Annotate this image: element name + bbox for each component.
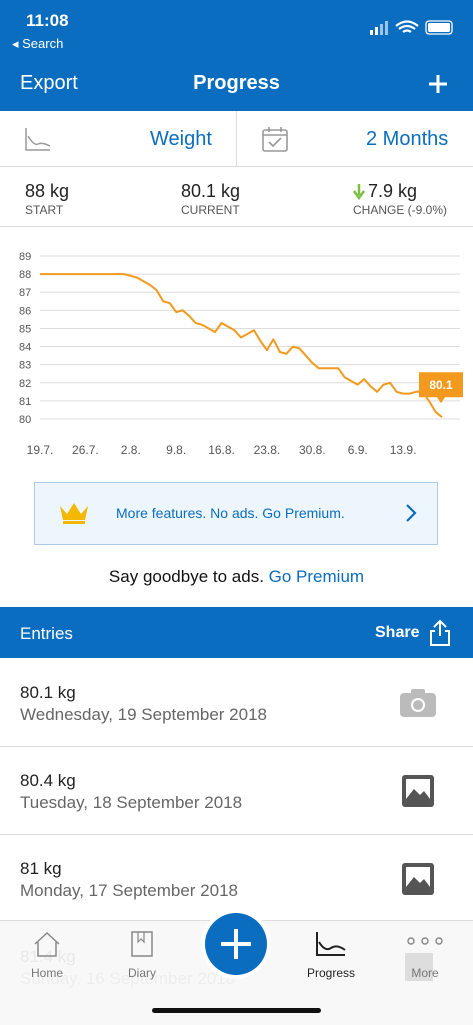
share-button[interactable]: Share xyxy=(375,624,420,641)
y-tick-label: 85 xyxy=(19,323,31,335)
entry-row[interactable]: 80.1 kg Wednesday, 19 September 2018 xyxy=(0,658,473,747)
entry-weight: 80.1 kg xyxy=(20,683,76,702)
y-tick-label: 88 xyxy=(19,269,31,281)
promo: Say goodbye to ads. Go Premium xyxy=(0,567,473,587)
x-tick-label: 30.8. xyxy=(299,443,326,457)
x-tick-label: 23.8. xyxy=(254,443,281,457)
chart: 80 81 82 83 84 85 86 87 88 89 19.7. 26.7. 2.8. 9.8. 16… xyxy=(19,251,463,457)
entry-date: Monday, 17 September 2018 xyxy=(20,881,238,900)
weight-line xyxy=(40,273,443,418)
x-tick-label: 19.7. xyxy=(27,443,54,457)
entry-weight: 80.4 kg xyxy=(20,771,76,790)
home-icon xyxy=(34,931,60,957)
current-callout: 80.1 xyxy=(419,372,463,404)
stat-label: CURRENT xyxy=(181,203,240,217)
entry-date: Tuesday, 18 September 2018 xyxy=(20,793,243,812)
period-selector[interactable]: 2 Months xyxy=(366,128,449,150)
callout-box xyxy=(419,372,463,404)
divider xyxy=(236,111,237,166)
entry-date: Wednesday, 19 September 2018 xyxy=(20,705,267,724)
promo-text: Say goodbye to ads. xyxy=(108,567,269,586)
tab-diary[interactable]: Diary xyxy=(127,966,156,980)
crown-icon xyxy=(60,503,88,524)
down-arrow xyxy=(352,184,366,201)
share-icon[interactable] xyxy=(428,619,452,647)
stat-label: CHANGE (-9.0%) xyxy=(353,203,448,217)
nav-title: Progress xyxy=(193,72,280,94)
diary-icon xyxy=(131,931,153,957)
y-tick-label: 83 xyxy=(19,360,31,372)
more-icon xyxy=(405,937,443,981)
x-tick-label: 26.7. xyxy=(72,443,99,457)
tab-more[interactable]: More xyxy=(411,966,439,980)
x-tick-label: 16.8. xyxy=(208,443,235,457)
tab-progress[interactable]: Progress xyxy=(306,966,356,980)
y-tick-label: 82 xyxy=(19,378,31,390)
photo-icon xyxy=(402,863,434,895)
home-indicator xyxy=(152,1008,321,1013)
banner-text[interactable]: More features. No ads. Go Premium. xyxy=(116,505,345,521)
selector-row xyxy=(0,111,473,167)
chevron xyxy=(406,504,417,522)
export-button[interactable]: Export xyxy=(20,72,78,94)
header xyxy=(0,0,473,111)
entries-header xyxy=(0,607,473,658)
x-tick-label: 9.8. xyxy=(166,443,186,457)
chart-icon xyxy=(25,128,51,151)
photo-icon xyxy=(402,775,434,807)
x-tick-label: 13.9. xyxy=(390,443,417,457)
status-icons xyxy=(370,20,453,35)
divider xyxy=(0,226,473,227)
back-text[interactable]: Search xyxy=(22,36,64,51)
stat-label: START xyxy=(25,203,64,217)
camera-icon xyxy=(400,689,436,717)
promo-link[interactable]: Go Premium xyxy=(268,567,365,586)
y-tick-label: 86 xyxy=(19,305,31,317)
status-time: 11:08 xyxy=(26,11,69,30)
y-tick-label: 84 xyxy=(19,342,31,354)
entry-row[interactable]: 80.4 kg Tuesday, 18 September 2018 xyxy=(0,746,473,835)
y-tick-label: 89 xyxy=(19,251,31,263)
entries-title: Entries xyxy=(20,624,73,643)
metric-selector[interactable]: Weight xyxy=(150,128,212,150)
entry-weight: 81 kg xyxy=(20,859,62,878)
back-link[interactable]: ◂ Search xyxy=(12,36,64,51)
y-tick-label: 80 xyxy=(19,414,31,426)
callout-label: 80.1 xyxy=(429,378,453,392)
tab-home[interactable]: Home xyxy=(30,966,63,980)
stat-value: 7.9 kg xyxy=(368,181,418,201)
add-button[interactable] xyxy=(428,74,448,94)
x-tick-label: 6.9. xyxy=(348,443,368,457)
y-tick-label: 87 xyxy=(19,287,31,299)
progress-icon xyxy=(316,932,346,956)
calendar-icon xyxy=(262,127,288,152)
fab-add[interactable] xyxy=(198,904,274,980)
y-tick-label: 81 xyxy=(19,396,31,408)
x-tick-label: 2.8. xyxy=(121,443,141,457)
stat-value: 88 kg xyxy=(25,181,70,201)
premium-banner[interactable] xyxy=(34,482,438,545)
stat-value: 80.1 kg xyxy=(181,181,241,201)
